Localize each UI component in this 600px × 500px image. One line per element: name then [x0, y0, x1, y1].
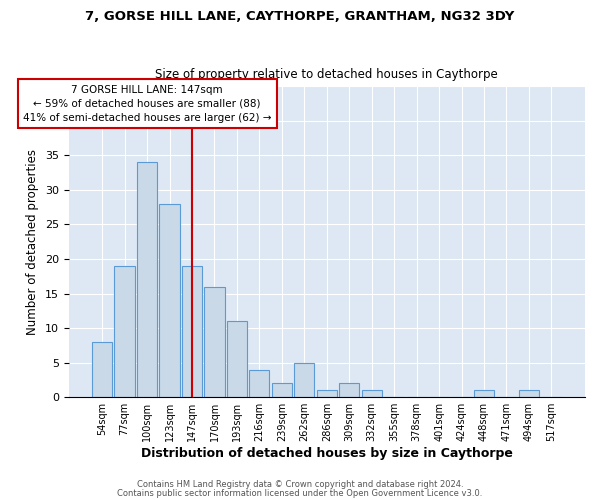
- Bar: [227, 321, 247, 397]
- Bar: [294, 362, 314, 397]
- X-axis label: Distribution of detached houses by size in Caythorpe: Distribution of detached houses by size …: [141, 447, 513, 460]
- Bar: [182, 266, 202, 397]
- Bar: [519, 390, 539, 397]
- Bar: [474, 390, 494, 397]
- Bar: [362, 390, 382, 397]
- Bar: [92, 342, 112, 397]
- Text: 7 GORSE HILL LANE: 147sqm
← 59% of detached houses are smaller (88)
41% of semi-: 7 GORSE HILL LANE: 147sqm ← 59% of detac…: [23, 84, 271, 122]
- Bar: [272, 384, 292, 397]
- Bar: [339, 384, 359, 397]
- Bar: [205, 286, 224, 397]
- Y-axis label: Number of detached properties: Number of detached properties: [26, 149, 39, 335]
- Text: 7, GORSE HILL LANE, CAYTHORPE, GRANTHAM, NG32 3DY: 7, GORSE HILL LANE, CAYTHORPE, GRANTHAM,…: [85, 10, 515, 23]
- Bar: [115, 266, 135, 397]
- Bar: [249, 370, 269, 397]
- Title: Size of property relative to detached houses in Caythorpe: Size of property relative to detached ho…: [155, 68, 498, 81]
- Bar: [137, 162, 157, 397]
- Text: Contains HM Land Registry data © Crown copyright and database right 2024.: Contains HM Land Registry data © Crown c…: [137, 480, 463, 489]
- Text: Contains public sector information licensed under the Open Government Licence v3: Contains public sector information licen…: [118, 488, 482, 498]
- Bar: [317, 390, 337, 397]
- Bar: [160, 204, 179, 397]
